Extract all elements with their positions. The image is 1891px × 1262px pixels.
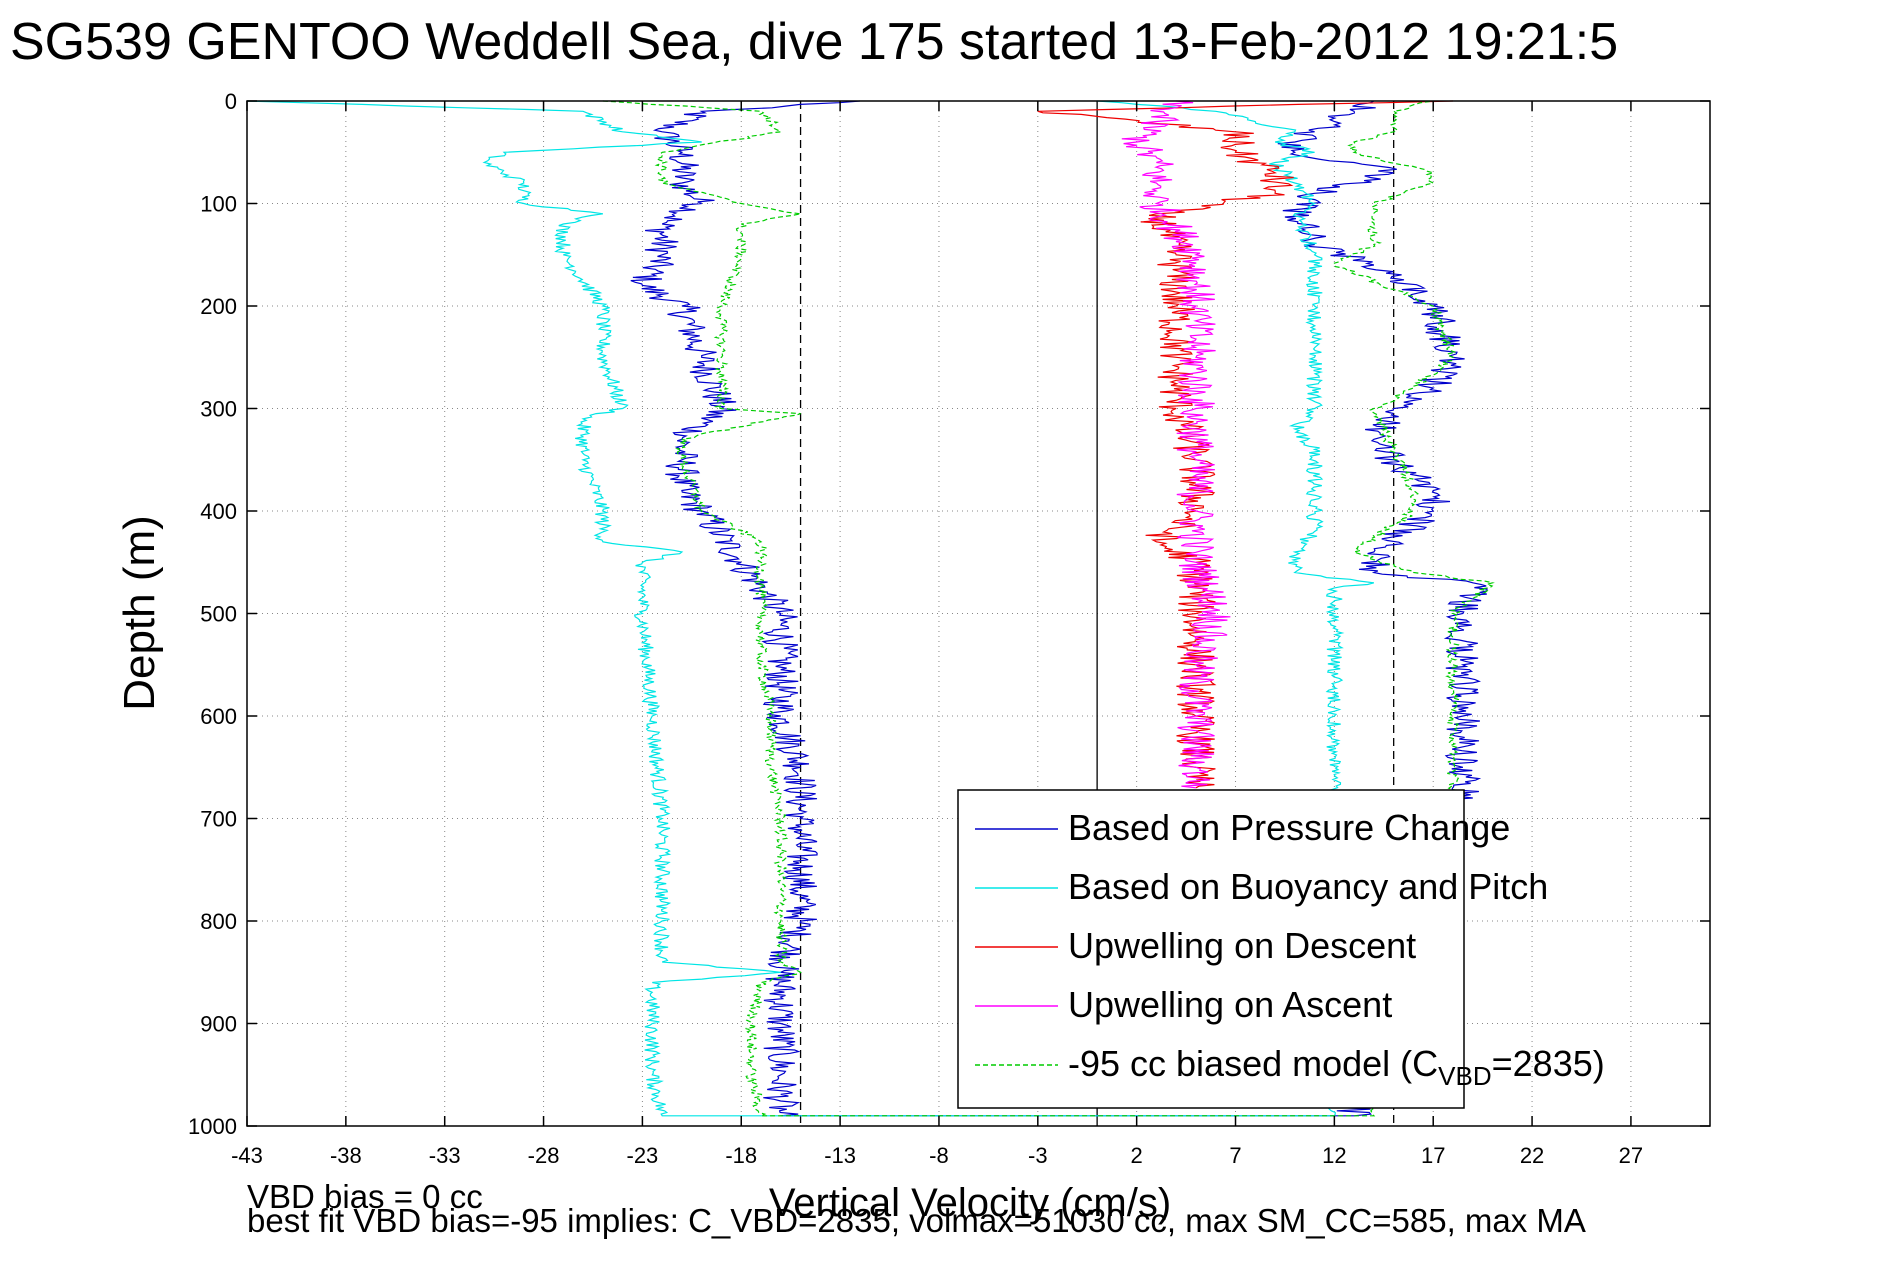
x-tick-label: 7	[1229, 1143, 1241, 1168]
y-axis-label: Depth (m)	[115, 515, 164, 711]
x-tick-label: -28	[528, 1143, 560, 1168]
y-tick-label: 500	[200, 602, 237, 627]
y-tick-label: 200	[200, 294, 237, 319]
legend-box	[957, 789, 1465, 1109]
legend-label: -95 cc biased model (CVBD=2835)	[1068, 1043, 1605, 1091]
x-axis-label: Vertical Velocity (cm/s)	[769, 1181, 1171, 1225]
legend-label: Upwelling on Descent	[1068, 925, 1416, 966]
x-tick-label: 2	[1131, 1143, 1143, 1168]
x-tick-label: -33	[429, 1143, 461, 1168]
tick-labels: -43 -38 -33 -28 -23 -18 -13 -8 -3 2 7 12 17 22 2701002…	[188, 89, 1643, 1168]
legend: Based on Pressure Change Based on Buoyanc…	[957, 789, 1605, 1109]
vbd-bias-note: VBD bias = 0 cc	[247, 1178, 483, 1215]
y-tick-label: 700	[200, 807, 237, 832]
x-tick-label: -18	[725, 1143, 757, 1168]
y-tick-label: 300	[200, 397, 237, 422]
y-tick-label: 900	[200, 1012, 237, 1037]
chart-title: SG539 GENTOO Weddell Sea, dive 175 start…	[10, 13, 1619, 71]
series-line-3	[1121, 100, 1231, 789]
series-line-1	[246, 100, 1375, 1117]
y-tick-label: 100	[200, 192, 237, 217]
x-tick-label: -43	[231, 1143, 263, 1168]
axis-ticks	[246, 100, 1710, 1127]
x-tick-label: 12	[1322, 1143, 1346, 1168]
y-tick-label: 0	[225, 89, 237, 114]
x-tick-label: 17	[1421, 1143, 1445, 1168]
x-tick-label: -23	[627, 1143, 659, 1168]
legend-label: Based on Pressure Change	[1068, 807, 1510, 848]
legend-label: Based on Buoyancy and Pitch	[1068, 866, 1548, 907]
best-fit-note: best fit VBD bias=-95 implies: C_VBD=283…	[247, 1202, 1586, 1239]
y-tick-label: 400	[200, 499, 237, 524]
x-tick-label: 22	[1520, 1143, 1544, 1168]
legend-label: Upwelling on Ascent	[1068, 984, 1392, 1025]
x-tick-label: -8	[929, 1143, 949, 1168]
x-tick-label: -38	[330, 1143, 362, 1168]
x-tick-label: -13	[824, 1143, 856, 1168]
series-line-2	[1037, 100, 1454, 789]
y-tick-label: 1000	[188, 1114, 237, 1139]
y-tick-label: 600	[200, 704, 237, 729]
x-tick-label: 27	[1619, 1143, 1643, 1168]
series-lines	[246, 100, 1495, 1117]
y-tick-label: 800	[200, 909, 237, 934]
series-line-4	[602, 100, 1495, 1117]
x-tick-label: -3	[1028, 1143, 1048, 1168]
